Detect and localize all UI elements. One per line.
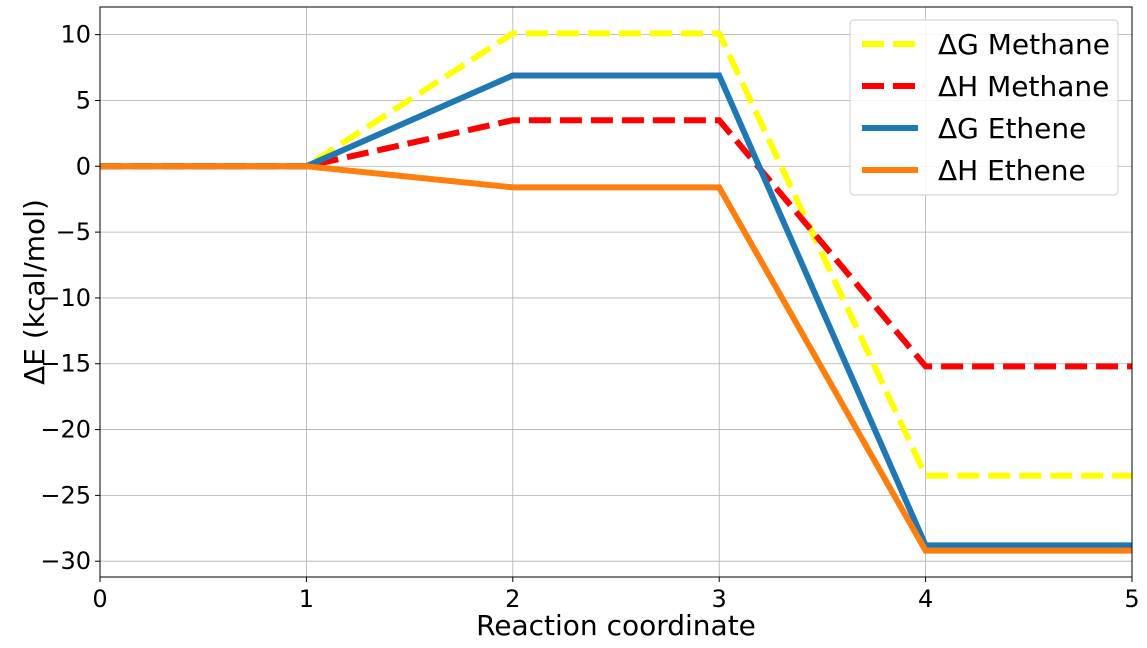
legend-box — [849, 19, 1119, 196]
y-tick-label: −30 — [40, 547, 91, 575]
y-tick-label: −15 — [40, 350, 91, 378]
x-axis-title: Reaction coordinate — [476, 609, 756, 642]
x-tick-label: 3 — [712, 585, 727, 613]
legend-label-3: ΔH Ethene — [938, 154, 1086, 187]
y-axis-title: ΔE (kcal/mol) — [18, 199, 51, 385]
y-tick-label: −25 — [40, 481, 91, 509]
x-axis: 0 1 2 3 4 5 — [92, 577, 1140, 613]
legend: ΔG Methane ΔH Methane ΔG Ethene ΔH Ethene — [849, 19, 1119, 196]
y-tick-label: −20 — [40, 416, 91, 444]
y-tick-label: −10 — [40, 284, 91, 312]
y-tick-label: 0 — [76, 152, 91, 180]
x-tick-label: 0 — [92, 585, 107, 613]
series-line-3 — [100, 163, 1132, 554]
x-tick-label: 4 — [918, 585, 933, 613]
y-axis: −30 −25 −20 −15 −10 −5 0 5 10 — [40, 21, 100, 575]
x-tick-label: 1 — [299, 585, 314, 613]
legend-label-0: ΔG Methane — [938, 28, 1110, 61]
legend-label-1: ΔH Methane — [938, 70, 1109, 103]
x-tick-label: 5 — [1124, 585, 1139, 613]
y-tick-label: 10 — [60, 21, 91, 49]
legend-label-2: ΔG Ethene — [938, 112, 1086, 145]
series-lines — [100, 30, 1132, 554]
x-tick-label: 2 — [505, 585, 520, 613]
y-tick-label: 5 — [76, 86, 91, 114]
y-tick-label: −5 — [56, 218, 91, 246]
plot-frame — [99, 6, 1133, 578]
